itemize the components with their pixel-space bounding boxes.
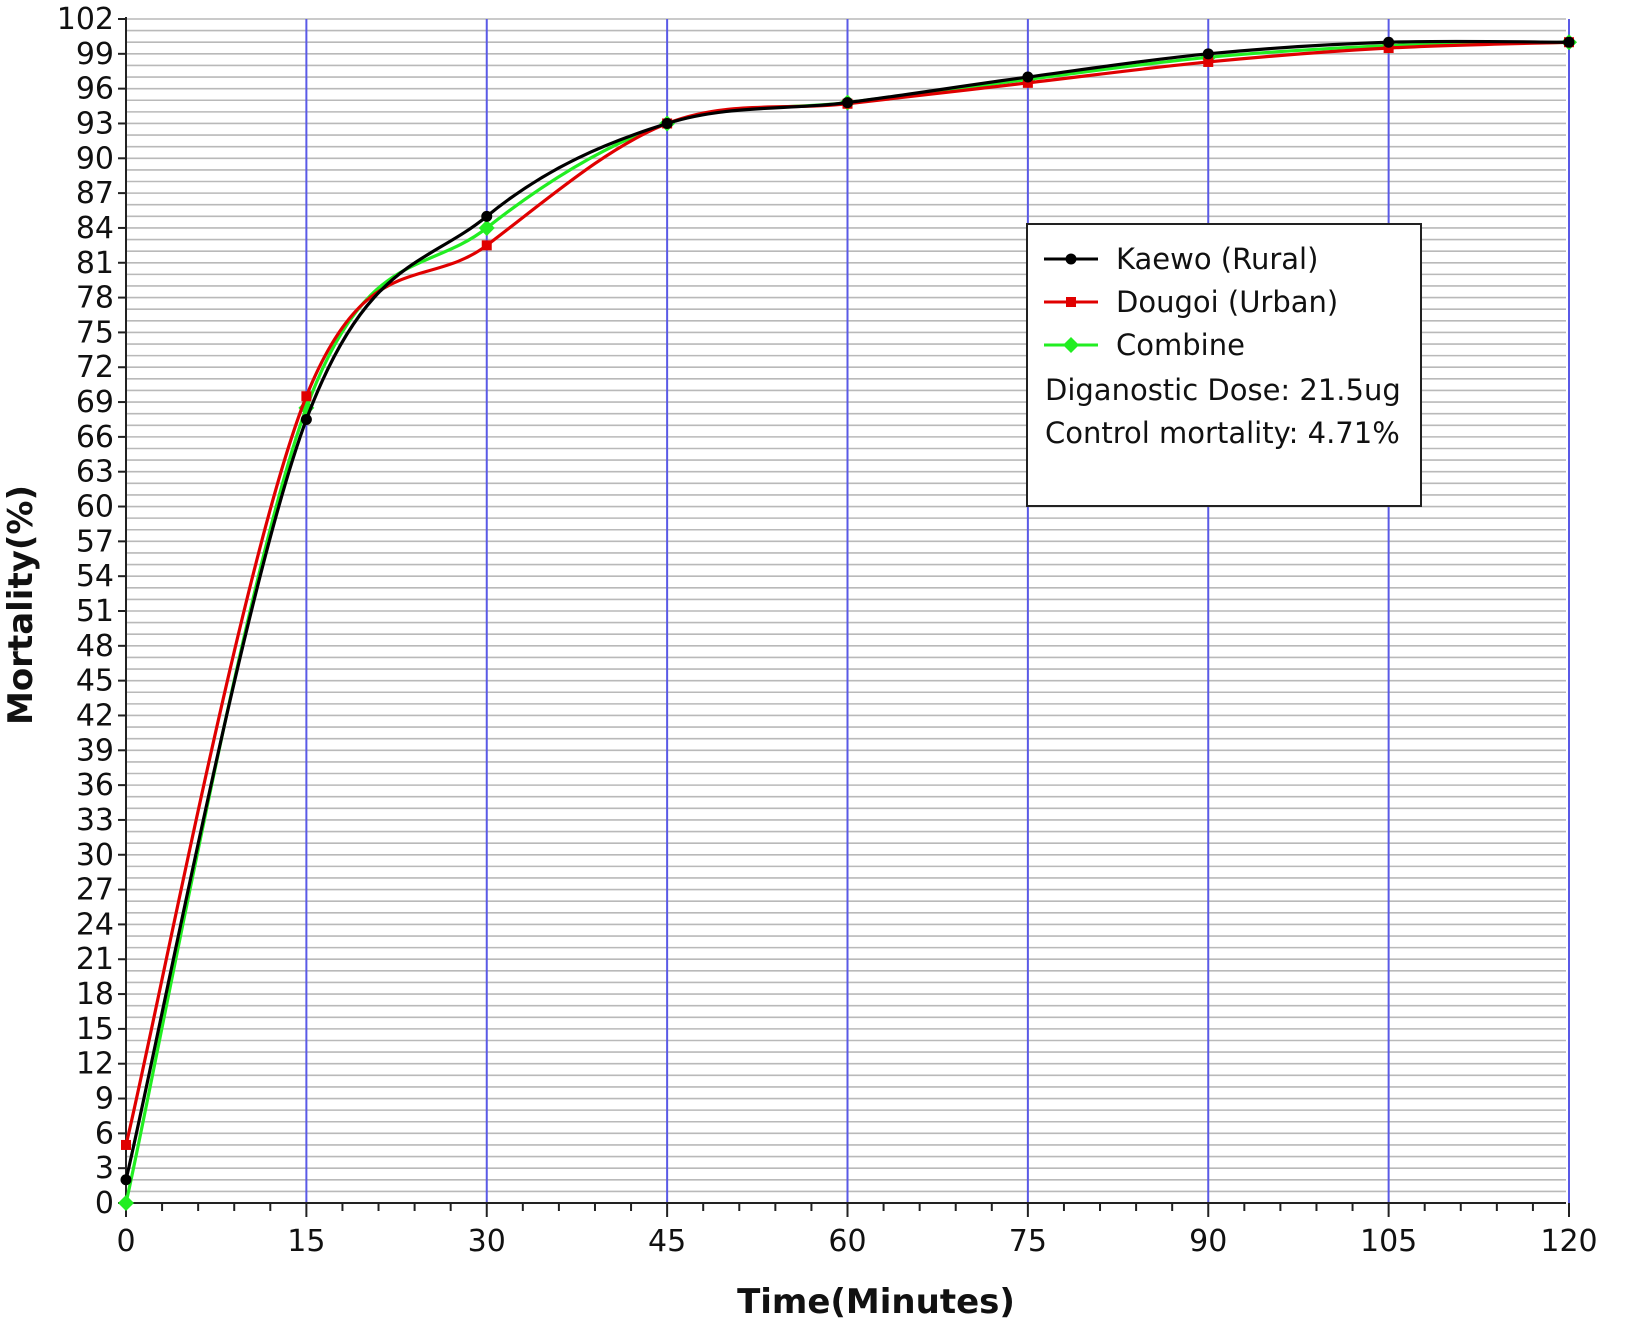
- axes: [118, 17, 1570, 1217]
- y-tick-label: 90: [76, 141, 114, 176]
- legend-entry-kaewo-rural: Kaewo (Rural): [1044, 242, 1318, 276]
- series-layer: [118, 34, 1577, 1211]
- y-tick-label: 36: [76, 768, 114, 803]
- y-tick-label: 93: [76, 106, 114, 141]
- y-tick-label: 27: [76, 873, 114, 908]
- y-tick-label: 66: [76, 420, 114, 455]
- legend-swatch-marker: [1063, 337, 1079, 353]
- legend-swatch-marker: [1066, 297, 1076, 307]
- y-tick-label: 84: [76, 211, 114, 246]
- data-point-kaewo-rural: [842, 97, 853, 109]
- y-tick-label: 6: [95, 1116, 114, 1151]
- data-point-dougoi-urban: [301, 391, 312, 402]
- x-tick-label: 75: [1009, 1224, 1047, 1259]
- y-tick-labels: 0369121518212427303336394245485154576063…: [57, 2, 114, 1221]
- y-tick-label: 57: [76, 524, 114, 559]
- y-tick-label: 54: [76, 559, 114, 594]
- legend-annotation-dose: Diganostic Dose: 21.5ug: [1045, 373, 1401, 407]
- y-tick-label: 60: [76, 490, 114, 525]
- x-tick-label: 90: [1189, 1224, 1227, 1259]
- y-tick-label: 15: [76, 1012, 114, 1047]
- data-point-kaewo-rural: [661, 117, 673, 129]
- data-point-dougoi-urban: [481, 240, 492, 251]
- y-tick-label: 12: [76, 1047, 114, 1082]
- legend-label: Kaewo (Rural): [1116, 242, 1318, 276]
- horizontal-gridlines: [126, 18, 1566, 1204]
- y-tick-label: 0: [95, 1186, 114, 1221]
- data-point-combine: [478, 219, 495, 236]
- legend-entry-dougoi-urban: Dougoi (Urban): [1044, 285, 1338, 319]
- legend-label: Dougoi (Urban): [1116, 285, 1338, 319]
- data-point-kaewo-rural: [300, 413, 312, 425]
- y-tick-label: 18: [76, 977, 114, 1012]
- y-tick-label: 42: [76, 698, 114, 733]
- data-point-dougoi-urban: [1383, 43, 1394, 54]
- y-tick-label: 72: [76, 350, 114, 385]
- x-tick-label: 120: [1540, 1224, 1597, 1259]
- legend: Kaewo (Rural) Dougoi (Urban) Combine Digan…: [1026, 223, 1422, 507]
- y-tick-label: 48: [76, 629, 114, 664]
- y-tick-label: 30: [76, 838, 114, 873]
- legend-swatch-marker: [1065, 253, 1077, 265]
- y-tick-label: 87: [76, 176, 114, 211]
- data-point-kaewo-rural: [481, 210, 493, 222]
- legend-entry-combine: Combine: [1044, 328, 1245, 362]
- x-tick-label: 45: [648, 1224, 686, 1259]
- data-point-dougoi-urban: [121, 1139, 131, 1150]
- series-line-kaewo-rural: [124, 39, 1570, 1181]
- series-kaewo-rural: [120, 36, 1575, 1186]
- y-tick-label: 9: [95, 1082, 114, 1117]
- data-point-dougoi-urban: [1203, 56, 1214, 67]
- x-tick-label: 30: [468, 1224, 506, 1259]
- data-point-kaewo-rural: [120, 1174, 132, 1186]
- data-point-kaewo-rural: [1383, 36, 1395, 48]
- y-tick-label: 51: [76, 594, 114, 629]
- x-tick-label: 15: [287, 1224, 325, 1259]
- y-tick-label: 21: [76, 942, 114, 977]
- legend-label: Combine: [1116, 328, 1245, 362]
- y-tick-label: 45: [76, 664, 114, 699]
- series-line-dougoi-urban: [124, 40, 1570, 1146]
- y-tick-label: 24: [76, 907, 114, 942]
- data-point-combine: [118, 1195, 134, 1211]
- data-point-kaewo-rural: [1563, 36, 1575, 48]
- y-tick-label: 78: [76, 281, 114, 316]
- data-point-dougoi-urban: [1022, 77, 1033, 88]
- y-tick-label: 39: [76, 733, 114, 768]
- y-tick-label: 63: [76, 455, 114, 490]
- x-tick-labels: 0 15 30 45 60 75 90 105 120: [116, 1224, 1597, 1259]
- x-tick-label: 0: [116, 1224, 135, 1259]
- x-tick-label: 105: [1360, 1224, 1417, 1259]
- y-tick-label: 75: [76, 315, 114, 350]
- y-tick-label: 81: [76, 246, 114, 281]
- data-point-kaewo-rural: [1202, 48, 1214, 60]
- y-axis-title: Mortality(%): [1, 485, 41, 725]
- y-tick-label: 96: [76, 72, 114, 107]
- y-tick-label: 99: [76, 37, 114, 72]
- y-tick-label: 69: [76, 385, 114, 420]
- legend-annotation-control: Control mortality: 4.71%: [1045, 416, 1400, 450]
- y-tick-label: 3: [95, 1151, 114, 1186]
- x-axis-title: Time(Minutes): [737, 1282, 1015, 1322]
- y-tick-label: 102: [57, 2, 114, 37]
- legend-box: [1026, 223, 1422, 507]
- x-tick-label: 60: [828, 1224, 866, 1259]
- y-tick-label: 33: [76, 803, 114, 838]
- data-point-kaewo-rural: [1022, 71, 1034, 83]
